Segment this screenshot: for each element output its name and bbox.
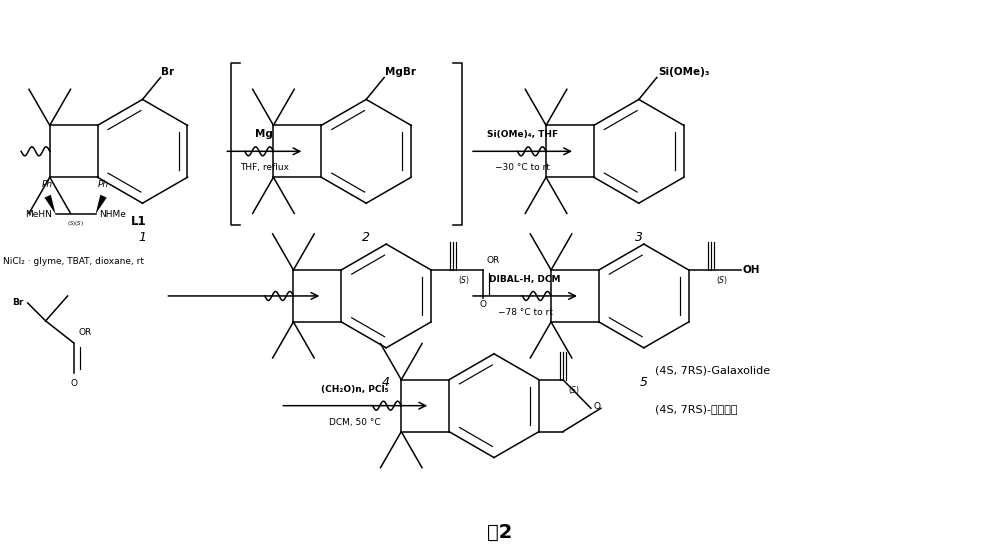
Text: Br: Br <box>161 67 175 77</box>
Text: L1: L1 <box>131 215 146 228</box>
Text: O: O <box>70 379 77 388</box>
Text: THF, reflux: THF, reflux <box>240 163 289 172</box>
Text: 2: 2 <box>362 231 370 244</box>
Polygon shape <box>44 195 56 214</box>
Text: O: O <box>594 402 601 410</box>
Text: Mg: Mg <box>255 129 273 139</box>
Text: $^{(S)(S)}$: $^{(S)(S)}$ <box>67 220 84 229</box>
Text: OR: OR <box>79 328 92 337</box>
Text: MgBr: MgBr <box>385 67 416 77</box>
Text: NiCl₂ · glyme, TBAT, dioxane, rt: NiCl₂ · glyme, TBAT, dioxane, rt <box>3 257 144 266</box>
Text: −78 °C to rt: −78 °C to rt <box>498 308 552 317</box>
Text: O: O <box>480 300 487 309</box>
Text: Br: Br <box>12 299 24 307</box>
Text: OR: OR <box>486 256 499 265</box>
Text: $(S)$: $(S)$ <box>716 274 728 286</box>
Polygon shape <box>96 195 107 214</box>
Text: NHMe: NHMe <box>100 209 126 219</box>
Text: 5: 5 <box>640 376 648 389</box>
Text: (CH₂O)n, PCl₅: (CH₂O)n, PCl₅ <box>321 385 389 394</box>
Text: $(S)$: $(S)$ <box>568 383 580 396</box>
Text: 3: 3 <box>635 231 643 244</box>
Text: 4: 4 <box>382 376 390 389</box>
Text: MeHN: MeHN <box>25 209 52 219</box>
Text: DIBAL-H, DCM: DIBAL-H, DCM <box>489 275 561 284</box>
Text: (4S, 7RS)-Galaxolide: (4S, 7RS)-Galaxolide <box>655 366 770 376</box>
Text: (4S, 7RS)-佳乐鸝香: (4S, 7RS)-佳乐鸝香 <box>655 404 737 414</box>
Text: Ph: Ph <box>42 180 53 189</box>
Text: Ph: Ph <box>98 180 109 189</box>
Text: $(S)$: $(S)$ <box>458 274 470 286</box>
Text: −30 °C to rt: −30 °C to rt <box>495 163 550 172</box>
Text: DCM, 50 °C: DCM, 50 °C <box>329 418 381 426</box>
Text: Si(OMe)₄, THF: Si(OMe)₄, THF <box>487 131 558 139</box>
Text: 1: 1 <box>138 231 146 244</box>
Text: OH: OH <box>743 265 760 275</box>
Text: 式2: 式2 <box>487 523 513 542</box>
Text: Si(OMe)₃: Si(OMe)₃ <box>658 67 709 77</box>
